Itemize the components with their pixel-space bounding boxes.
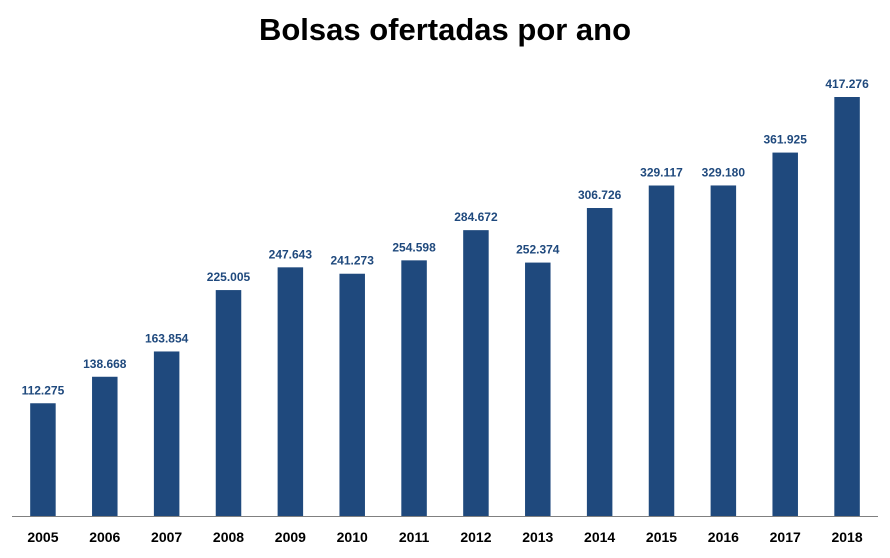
bar-2012: [463, 230, 489, 516]
bar-2018: [834, 97, 860, 516]
bar-2015: [648, 185, 675, 516]
x-tick-label-2009: 2009: [275, 529, 306, 545]
x-tick-label-2014: 2014: [584, 529, 615, 545]
bar-2006: [92, 376, 118, 516]
value-label-2017: 361.925: [764, 133, 808, 147]
x-tick-label-2015: 2015: [646, 529, 677, 545]
value-label-2008: 225.005: [207, 270, 251, 284]
x-tick-label-2010: 2010: [337, 529, 368, 545]
bar-2011: [401, 260, 427, 516]
value-label-2011: 254.598: [392, 240, 436, 254]
x-tick-label-2006: 2006: [89, 529, 120, 545]
bar-2013: [525, 262, 551, 516]
x-tick-label-2017: 2017: [770, 529, 801, 545]
chart-title: Bolsas ofertadas por ano: [258, 12, 632, 47]
value-label-2018: 417.276: [825, 77, 869, 91]
value-label-2013: 252.374: [516, 243, 560, 257]
bar-2005: [30, 403, 56, 516]
value-labels-group: 112.275 138.668 163.854 225.005 247.643 241.2…: [22, 77, 870, 397]
value-label-2009: 247.643: [269, 247, 313, 261]
bars-group: [30, 97, 860, 516]
bar-2010: [339, 273, 365, 516]
value-label-2007: 163.854: [145, 331, 189, 345]
bar-2009: [277, 267, 304, 516]
bar-2008: [215, 290, 242, 516]
bar-2014: [586, 208, 613, 516]
value-label-2006: 138.668: [83, 357, 127, 371]
value-label-2014: 306.726: [578, 188, 622, 202]
x-tick-label-2013: 2013: [522, 529, 553, 545]
x-tick-label-2016: 2016: [708, 529, 739, 545]
value-label-2015: 329.117: [640, 166, 683, 180]
x-tick-label-2008: 2008: [213, 529, 244, 545]
bar-2017: [772, 152, 798, 516]
x-tick-labels-group: 2005 2006 2007 2008 2009 2010 2011 2012 2013 2014…: [27, 529, 862, 545]
bar-2007: [153, 351, 180, 516]
value-label-2010: 241.273: [331, 254, 375, 268]
value-label-2012: 284.672: [454, 210, 498, 224]
value-label-2005: 112.275: [22, 383, 65, 397]
bar-2016: [710, 185, 737, 516]
x-tick-label-2007: 2007: [151, 529, 182, 545]
value-label-2016: 329.180: [702, 165, 746, 179]
x-tick-label-2018: 2018: [831, 529, 862, 545]
x-tick-label-2005: 2005: [27, 529, 58, 545]
x-tick-label-2011: 2011: [399, 529, 430, 545]
x-tick-label-2012: 2012: [460, 529, 491, 545]
